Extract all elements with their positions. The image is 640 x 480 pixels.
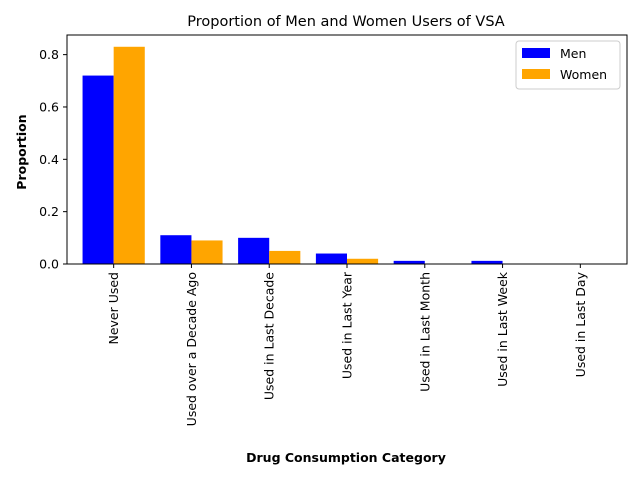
- bar-men-0: [82, 75, 114, 265]
- bar-women-2: [269, 250, 301, 264]
- y-tick-label: 0.4: [39, 152, 59, 167]
- legend-label-men: Men: [560, 46, 586, 61]
- y-tick-label: 0.0: [39, 257, 59, 272]
- bar-men-1: [160, 235, 192, 264]
- bar-women-1: [191, 240, 223, 264]
- axes-layer: 0.0 0.2 0.4 0.6 0.8 Never Used Used over a Dec…: [39, 34, 628, 426]
- bar-men-2: [238, 237, 270, 264]
- x-tick-label: Used in Last Week: [495, 271, 510, 387]
- x-tick-label: Never Used: [106, 272, 121, 345]
- bar-men-5: [471, 260, 503, 264]
- y-tick-label: 0.8: [39, 47, 59, 62]
- x-tick-label: Used over a Decade Ago: [184, 272, 199, 426]
- x-tick-label: Used in Last Month: [417, 272, 432, 392]
- bars-layer: [82, 46, 503, 265]
- y-tick-label: 0.2: [39, 204, 59, 219]
- legend-swatch-men: [522, 48, 550, 58]
- x-tick-label: Used in Last Decade: [262, 272, 277, 400]
- legend-label-women: Women: [560, 67, 607, 82]
- chart-title: Proportion of Men and Women Users of VSA: [187, 14, 505, 30]
- legend-swatch-women: [522, 69, 550, 79]
- bar-women-3: [347, 258, 379, 264]
- x-tick-label: Used in Last Day: [573, 271, 588, 377]
- x-axis-label: Drug Consumption Category: [246, 450, 446, 465]
- x-tick-label: Used in Last Year: [340, 271, 355, 379]
- bar-women-0: [113, 46, 145, 264]
- bar-men-3: [315, 253, 347, 264]
- bar-men-4: [393, 260, 425, 264]
- y-tick-label: 0.6: [39, 99, 59, 114]
- legend: Men Women: [515, 40, 621, 90]
- y-axis-label: Proportion: [14, 114, 29, 189]
